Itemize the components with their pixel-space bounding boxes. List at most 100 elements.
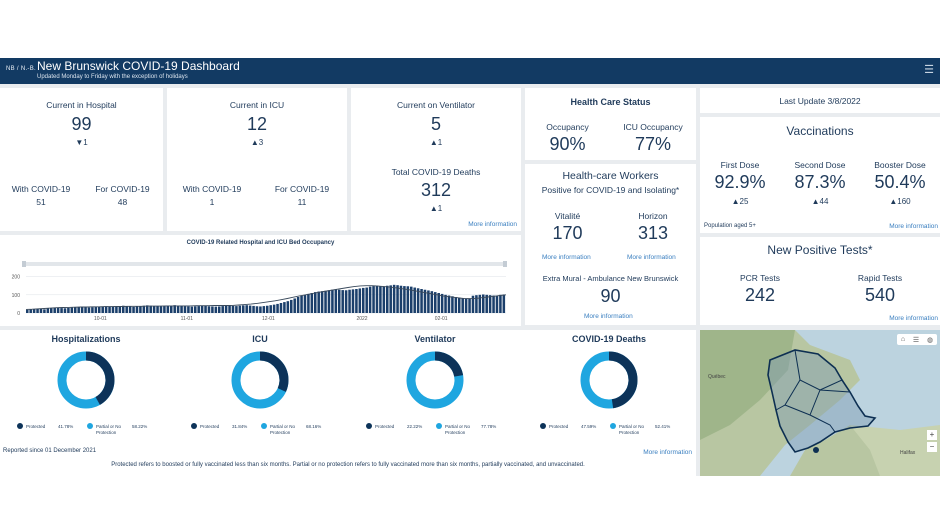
occupancy-bar[interactable] [296,297,300,313]
occupancy-bar[interactable] [156,306,159,313]
donut-protected-arc[interactable] [406,351,464,409]
donut-protected-arc[interactable] [57,351,115,409]
occupancy-bar[interactable] [221,306,224,313]
occupancy-bar[interactable] [355,289,358,313]
occupancy-bar[interactable] [310,293,314,313]
occupancy-bar[interactable] [444,294,447,313]
occupancy-bar[interactable] [276,303,279,313]
occupancy-bar[interactable] [183,306,187,313]
occupancy-bar[interactable] [317,291,320,313]
nb-province-outline[interactable] [767,349,877,453]
occupancy-bar[interactable] [115,306,118,313]
occupancy-bar[interactable] [204,305,207,313]
occupancy-bar[interactable] [348,289,351,313]
occupancy-bar[interactable] [410,286,413,313]
occupancy-bar[interactable] [269,305,272,313]
occupancy-bar[interactable] [406,286,410,313]
occupancy-bar[interactable] [368,286,372,313]
occupancy-bar[interactable] [139,306,142,313]
occupancy-bar[interactable] [163,306,166,313]
occupancy-bar[interactable] [331,289,334,313]
occupancy-bar[interactable] [488,295,492,313]
occupancy-bar[interactable] [125,306,128,313]
occupancy-bar[interactable] [413,287,416,313]
occupancy-bar[interactable] [372,286,375,313]
occupancy-bar[interactable] [180,305,183,313]
occupancy-bar[interactable] [382,286,386,313]
occupancy-bar[interactable] [362,287,365,313]
occupancy-bar[interactable] [427,290,430,313]
occupancy-bar[interactable] [272,304,276,313]
occupancy-bar[interactable] [80,306,84,313]
occupancy-bar[interactable] [266,305,269,313]
occupancy-bar[interactable] [375,285,379,313]
occupancy-bar[interactable] [77,307,80,313]
occupancy-bar[interactable] [389,285,392,313]
occupancy-bar[interactable] [60,308,63,313]
occupancy-bar[interactable] [307,293,310,313]
occupancy-bar[interactable] [255,306,259,313]
occupancy-bar[interactable] [458,297,461,313]
occupancy-bar[interactable] [495,295,499,313]
occupancy-bar[interactable] [235,306,238,313]
occupancy-bar[interactable] [170,305,173,313]
occupancy-bar[interactable] [386,285,389,313]
occupancy-bar[interactable] [152,306,156,313]
slider-handle-right[interactable] [503,261,507,267]
occupancy-bar[interactable] [430,291,434,313]
occupancy-bar[interactable] [128,306,132,313]
occupancy-bar[interactable] [70,307,74,313]
occupancy-bar[interactable] [98,306,101,313]
new-brunswick-map[interactable]: Québec Halifax [700,330,940,476]
occupancy-bar[interactable] [245,305,248,313]
occupancy-bar[interactable] [91,307,94,313]
donuts-more-link[interactable]: More information [643,449,692,456]
occupancy-bar[interactable] [104,306,108,313]
occupancy-bar[interactable] [416,288,420,313]
occupancy-bar[interactable] [437,293,440,313]
map-location-marker[interactable] [813,447,819,453]
zoom-in-button[interactable]: + [927,430,937,440]
occupancy-bar[interactable] [485,294,488,313]
occupancy-bar[interactable] [218,306,221,313]
occupancy-bar[interactable] [290,299,293,313]
occupancy-bar[interactable] [159,306,163,313]
occupancy-bar[interactable] [338,289,341,313]
occupancy-bar[interactable] [492,295,495,313]
occupancy-bar[interactable] [84,307,87,313]
occupancy-bar[interactable] [499,294,502,313]
occupancy-bar[interactable] [94,306,98,313]
occupancy-bar[interactable] [279,303,283,313]
occupancy-bar[interactable] [43,309,46,313]
occupancy-bar[interactable] [259,306,262,313]
legend-icon[interactable]: ☰ [912,336,920,344]
occupancy-bar[interactable] [262,306,266,313]
occupancy-bar[interactable] [207,306,211,313]
occupancy-bar[interactable] [63,308,67,313]
basemap-icon[interactable]: ◍ [926,336,934,344]
occupancy-bar[interactable] [36,308,39,313]
occupancy-bar[interactable] [228,305,231,313]
occupancy-bar[interactable] [135,306,139,313]
occupancy-bar[interactable] [39,309,43,313]
occupancy-bar[interactable] [242,305,245,313]
occupancy-bar[interactable] [423,289,427,313]
occupancy-bar[interactable] [358,288,362,313]
occupancy-bar[interactable] [351,289,355,313]
occupancy-bar[interactable] [478,294,482,313]
occupancy-bar[interactable] [420,289,423,313]
occupancy-bar[interactable] [32,309,36,313]
occupancy-bar[interactable] [379,286,382,313]
occupancy-bar[interactable] [56,307,60,313]
occupancy-bar[interactable] [101,306,104,313]
occupancy-bar[interactable] [190,306,194,313]
occupancy-bar[interactable] [365,287,368,313]
occupancy-bar[interactable] [26,309,29,313]
occupancy-bar[interactable] [392,284,396,313]
vaccinations-more-link[interactable]: More information [889,223,938,230]
occupancy-bar[interactable] [50,308,53,313]
occupancy-chart[interactable]: 200 100 0 10-01 11-01 12-01 2022 02-01 [0,235,521,326]
occupancy-bar[interactable] [451,296,454,313]
occupancy-bar[interactable] [327,290,331,313]
occupancy-bar[interactable] [200,305,204,313]
